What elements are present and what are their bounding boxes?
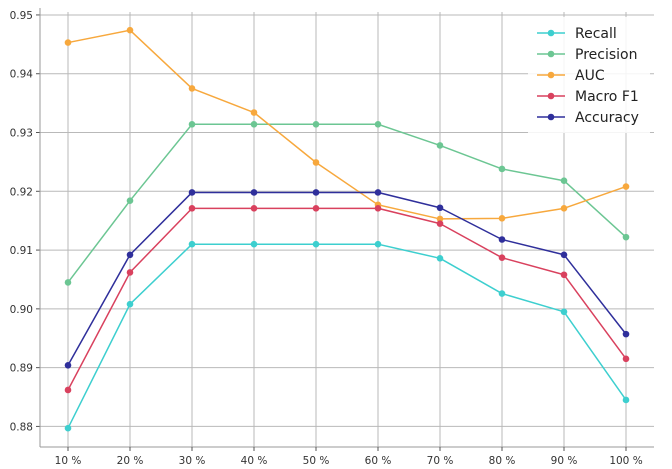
legend-swatch-marker-recall xyxy=(547,29,555,37)
data-point-recall xyxy=(126,300,134,308)
x-tick-label: 20 % xyxy=(117,455,144,467)
data-point-recall xyxy=(622,396,630,404)
data-point-recall xyxy=(250,240,258,248)
data-point-precision xyxy=(560,177,568,185)
y-tick-label: 0.91 xyxy=(10,245,33,257)
data-point-auc xyxy=(126,26,134,34)
y-tick-label: 0.89 xyxy=(10,363,33,375)
series-line-auc xyxy=(67,29,627,220)
data-point-accuracy xyxy=(622,330,630,338)
y-tick-label: 0.88 xyxy=(10,421,33,433)
legend-label-recall: Recall xyxy=(575,26,617,42)
data-point-precision xyxy=(188,120,196,128)
series-macro-f1 xyxy=(64,205,630,394)
legend: Recall Precision AUC Macro F1 Accuracy xyxy=(528,17,650,133)
axes: 0.88 0.89 0.90 0.91 0.92 0.93 0.94 0.95 10 % 20 %… xyxy=(10,8,654,467)
data-point-macro-f1 xyxy=(560,271,568,279)
data-point-macro-f1 xyxy=(188,205,196,212)
y-tick-label: 0.94 xyxy=(10,69,34,81)
data-point-precision xyxy=(64,279,72,286)
data-point-precision xyxy=(312,120,320,128)
x-tick-label: 100 % xyxy=(609,455,642,467)
x-tick-label: 40 % xyxy=(241,455,268,467)
data-point-accuracy xyxy=(250,189,258,196)
data-point-auc xyxy=(188,85,196,92)
legend-label-accuracy: Accuracy xyxy=(575,110,639,126)
data-point-macro-f1 xyxy=(622,355,630,363)
data-point-macro-f1 xyxy=(374,205,382,212)
series-line-precision xyxy=(67,123,627,283)
data-point-recall xyxy=(188,240,196,248)
series-precision xyxy=(64,120,630,286)
data-point-auc xyxy=(436,215,444,223)
series-line-recall xyxy=(67,243,627,429)
legend-label-auc: AUC xyxy=(575,68,605,84)
y-tick-label: 0.93 xyxy=(10,128,33,140)
legend-swatch-marker-macro-f1 xyxy=(547,92,555,100)
data-point-accuracy xyxy=(312,189,320,196)
data-point-accuracy xyxy=(126,251,134,259)
series-recall xyxy=(64,240,630,432)
data-point-accuracy xyxy=(498,236,506,243)
y-tick-label: 0.92 xyxy=(10,186,33,198)
data-point-auc xyxy=(250,109,258,116)
data-point-recall xyxy=(312,240,320,248)
x-tick-label: 90 % xyxy=(551,455,578,467)
data-point-recall xyxy=(374,240,382,248)
x-tick-label: 60 % xyxy=(365,455,392,467)
x-tick-label: 50 % xyxy=(303,455,330,467)
data-point-auc xyxy=(622,183,630,190)
data-point-accuracy xyxy=(188,189,196,196)
data-point-accuracy xyxy=(436,204,444,212)
data-point-macro-f1 xyxy=(64,386,72,394)
series-line-macro-f1 xyxy=(67,207,627,391)
data-point-accuracy xyxy=(64,361,72,369)
data-point-precision xyxy=(622,233,630,241)
x-tick-label: 70 % xyxy=(427,455,454,467)
data-point-accuracy xyxy=(374,189,382,196)
series-accuracy xyxy=(64,189,630,369)
data-point-macro-f1 xyxy=(126,269,134,276)
data-point-accuracy xyxy=(560,251,568,259)
x-tick-label: 30 % xyxy=(179,455,206,467)
series-lines xyxy=(64,26,630,432)
data-point-auc xyxy=(64,39,72,46)
data-point-auc xyxy=(312,159,320,166)
y-tick-label: 0.95 xyxy=(10,10,33,22)
series-line-accuracy xyxy=(67,191,627,366)
data-point-precision xyxy=(126,197,134,204)
data-point-recall xyxy=(498,290,506,297)
data-point-macro-f1 xyxy=(312,205,320,212)
data-point-precision xyxy=(436,142,444,149)
data-point-precision xyxy=(374,120,382,128)
data-point-macro-f1 xyxy=(498,254,506,262)
series-auc xyxy=(64,26,630,223)
legend-swatch-marker-accuracy xyxy=(547,113,555,121)
data-point-auc xyxy=(498,215,506,222)
x-tick-label: 10 % xyxy=(55,455,82,467)
legend-swatch-marker-precision xyxy=(547,50,555,58)
legend-swatch-marker-auc xyxy=(547,71,555,79)
y-tick-label: 0.90 xyxy=(10,304,33,316)
data-point-auc xyxy=(560,205,568,212)
legend-label-macro-f1: Macro F1 xyxy=(575,89,639,105)
x-tick-label: 80 % xyxy=(489,455,516,467)
data-point-macro-f1 xyxy=(250,205,258,212)
data-point-recall xyxy=(64,424,72,432)
data-point-recall xyxy=(436,255,444,262)
data-point-precision xyxy=(250,120,258,128)
legend-label-precision: Precision xyxy=(575,47,637,63)
data-point-macro-f1 xyxy=(436,220,444,227)
data-point-recall xyxy=(560,308,568,316)
data-point-precision xyxy=(498,165,506,173)
